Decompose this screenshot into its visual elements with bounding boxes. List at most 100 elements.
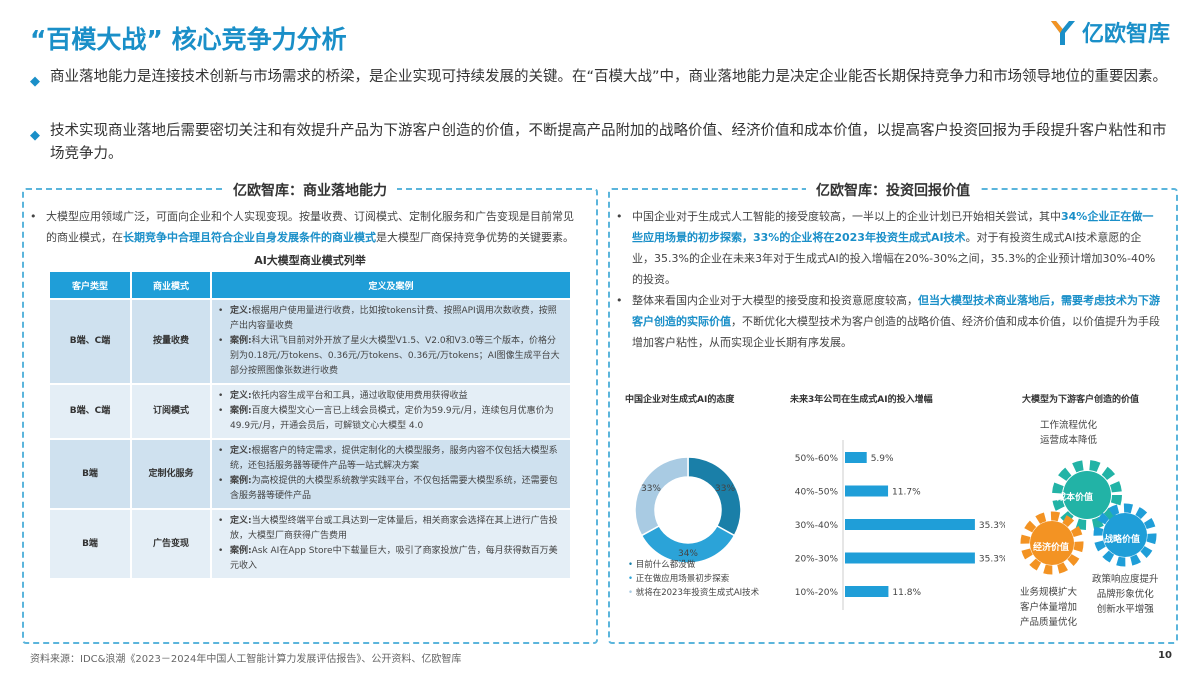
definition: 定义:依托内容生成平台和工具，通过收取使用费用获得收益 [218,389,564,404]
category-label: 40%-50% [795,488,839,498]
legend-label: 目前什么都没做 [635,560,696,570]
bar-value-label: 11.7% [892,488,921,498]
text: 根据客户的特定需求，提供定制化的大模型服务，服务内容不仅包括大模型系统，还包括服… [230,446,558,471]
highlight-text: 34%企业正在做一些应用场景的初步探索，33%的企业将在2023年投资生成式AI… [632,210,1154,244]
donut-slice [634,456,689,537]
text: 是大模型厂商保持竞争优势的关键要素。 [376,231,574,244]
slice-label: 34% [678,549,698,559]
highlight-text: 但当大模型技术商业落地后，需要考虑技术为下游客户创造的实际价值 [632,294,1160,328]
category-label: 10%-20% [795,588,839,598]
logo: 亿欧智库 [1048,16,1170,48]
bar [845,519,975,530]
diamond-icon: ◆ [30,74,40,89]
panel-bullet: • 整体来看国内企业对于大模型的接受度和投资意愿度较高，但当大模型技术商业落地后，… [616,294,1160,349]
definition: 定义:根据用户使用量进行收费，比如按tokens计费、按照API调用次数收费，按… [218,304,564,334]
text: 根据用户使用量进行收费，比如按tokens计费、按照API调用次数收费，按照产出… [230,306,557,331]
text: 百度大模型文心一言已上线会员模式，定价为59.9元/月，连续包月优惠价为49.9… [230,406,554,431]
label: 案例: [230,406,252,416]
text: ，不断优化大模型技术为客户创造的战略价值、经济价值和成本价值，以价值提升为手段增… [632,315,1160,349]
category-label: 50%-60% [795,454,839,464]
label: 案例: [230,336,252,346]
table-header: 客户类型 [50,272,130,298]
right-panel: 亿欧智库：投资回报价值 • 中国企业对于生成式人工智能的接受度较高，一半以上的企业… [608,180,1178,644]
business-model: 定制化服务 [132,440,210,508]
intro-text: 商业落地能力是连接技术创新与市场需求的桥梁，是企业实现可持续发展的关键。在“百模… [50,69,1168,85]
definition-cell: 定义:根据用户使用量进行收费，比如按tokens计费、按照API调用次数收费，按… [212,300,570,383]
diamond-icon: ◆ [30,128,40,143]
bar-value-label: 35.3% [979,555,1005,565]
desc-line: 工作流程优化 [1040,420,1098,431]
intro-bullet: ◆ 商业落地能力是连接技术创新与市场需求的桥梁，是企业实现可持续发展的关键。在“百… [30,66,1180,89]
table-row: B端、C端订阅模式定义:依托内容生成平台和工具，通过收取使用费用获得收益案例:百… [50,385,570,438]
gear-desc: 政策响应度提升 品牌形象优化 创新水平增强 [1092,572,1159,617]
label: 定义: [230,446,252,456]
intro-text: 技术实现商业落地后需要密切关注和有效提升产品为下游客户创造的价值，不断提高产品附… [50,123,1167,162]
gear-label: 成本价值 [1057,493,1094,503]
desc-line: 创新水平增强 [1096,604,1154,615]
text: 科大讯飞目前对外开放了星火大模型V1.5、V2.0和V3.0等三个版本，价格分别… [230,336,560,376]
table-row: B端广告变现定义:当大模型终端平台或工具达到一定体量后，相关商家会选择在其上进行… [50,510,570,578]
case: 案例:Ask AI在App Store中下载量巨大，吸引了商家投放广告，每月获得… [218,544,564,574]
customer-type: B端、C端 [50,300,130,383]
donut-title: 中国企业对生成式AI的态度 [625,395,735,405]
gear-desc: 业务规模扩大 客户体量增加 产品质量优化 [1020,585,1077,630]
legend-item: • 目前什么都没做 [628,558,759,572]
legend-item: • 就将在2023年投资生成式AI技术 [628,586,759,600]
gear-economic [1020,511,1084,575]
case: 案例:科大讯飞目前对外开放了星火大模型V1.5、V2.0和V3.0等三个版本，价… [218,334,564,379]
bar [845,586,889,597]
gear-desc: 工作流程优化 运营成本降低 [1040,418,1097,448]
customer-type: B端 [50,510,130,578]
donut-slice [687,456,742,537]
panel-title: 亿欧智库：投资回报价值 [806,180,980,200]
customer-type: B端 [50,440,130,508]
legend-marker: • [628,574,636,584]
case: 案例:百度大模型文心一言已上线会员模式，定价为59.9元/月，连续包月优惠价为4… [218,404,564,434]
business-model: 按量收费 [132,300,210,383]
table-row: B端定制化服务定义:根据客户的特定需求，提供定制化的大模型服务，服务内容不仅包括… [50,440,570,508]
slice-label: 33% [641,484,661,494]
bar-title: 未来3年公司在生成式AI的投入增幅 [790,395,933,405]
label: 定义: [230,306,252,316]
legend-label: 正在做应用场景初步探索 [635,574,730,584]
page-title: “百模大战” 核心竞争力分析 [30,25,347,54]
text: 依托内容生成平台和工具，通过收取使用费用获得收益 [251,391,468,401]
definition: 定义:当大模型终端平台或工具达到一定体量后，相关商家会选择在其上进行广告投放，大… [218,514,564,544]
legend-marker: • [628,588,636,598]
definition-cell: 定义:当大模型终端平台或工具达到一定体量后，相关商家会选择在其上进行广告投放，大… [212,510,570,578]
bar [845,485,889,497]
panel-title: 亿欧智库：商业落地能力 [223,180,397,200]
definition-cell: 定义:根据客户的特定需求，提供定制化的大模型服务，服务内容不仅包括大模型系统，还… [212,440,570,508]
table-row: B端、C端按量收费定义:根据用户使用量进行收费，比如按tokens计费、按照AP… [50,300,570,383]
panel-bullet: • 大模型应用领域广泛，可面向企业和个人实现变现。按量收费、订阅模式、定制化服务和… [30,210,574,244]
bar-value-label: 11.8% [892,588,921,598]
left-panel: 亿欧智库：商业落地能力 • 大模型应用领域广泛，可面向企业和个人实现变现。按量收费… [22,180,598,644]
desc-line: 品牌形象优化 [1096,589,1154,600]
desc-line: 运营成本降低 [1040,435,1098,446]
bar [845,552,975,564]
value-title: 大模型为下游客户创造的价值 [1022,395,1140,405]
customer-type: B端、C端 [50,385,130,438]
text: Ask AI在App Store中下载量巨大，吸引了商家投放广告，每月获得数百万… [230,546,558,571]
table-header: 商业模式 [132,272,210,298]
bar-chart: 50%-60% 5.9% 40%-50% 11.7% 30%-40% 35.3% 20%-3… [795,440,1005,610]
case: 案例:为高校提供的大模型系统教学实践平台，不仅包括需要大模型系统，还需要包含服务… [218,474,564,504]
logo-icon [1050,21,1075,45]
desc-line: 客户体量增加 [1020,602,1078,613]
bar-value-label: 5.9% [871,454,894,464]
label: 定义: [230,391,252,401]
text: 当大模型终端平台或工具达到一定体量后，相关商家会选择在其上进行广告投放，大模型厂… [230,516,558,541]
text: 整体来看国内企业对于大模型的接受度和投资意愿度较高， [632,294,918,307]
legend-marker: • [628,560,636,570]
bar-value-label: 35.3% [979,521,1005,531]
source-note: 资料来源：IDC&浪潮《2023－2024年中国人工智能计算力发展评估报告》、公… [30,654,462,665]
table-header: 定义及案例 [212,272,570,298]
gear-cost [1052,460,1122,530]
legend-item: • 正在做应用场景初步探索 [628,572,759,586]
desc-line: 业务规模扩大 [1020,587,1078,598]
slice-label: 33% [715,484,735,494]
logo-text: 亿欧智库 [1081,22,1170,47]
text: 大模型应用领域广泛，可面向企业和个人实现变现。按量收费、订阅模式、定制化服务和广… [46,210,574,244]
desc-line: 政策响应度提升 [1092,574,1159,585]
donut-chart: 33% 34% 33% [634,456,742,564]
